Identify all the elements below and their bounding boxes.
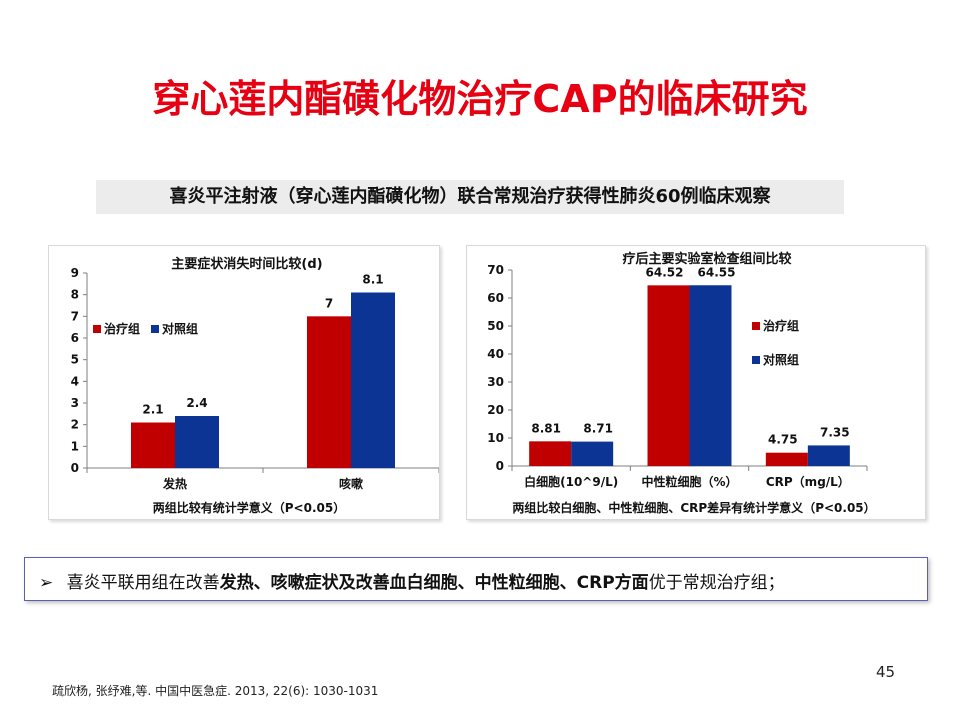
conclusion-box: ➢ 喜炎平联用组在改善发热、咳嗽症状及改善血白细胞、中性粒细胞、CRP方面优于常…: [24, 557, 928, 601]
data-label: 2.4: [186, 396, 207, 410]
bullet-arrow-icon: ➢: [39, 573, 54, 593]
legend-label: 治疗组: [104, 321, 140, 336]
y-tick-label: 10: [487, 431, 504, 445]
conclusion-suffix: 优于常规治疗组；: [648, 573, 785, 593]
y-tick-label: 7: [71, 309, 79, 323]
y-tick-label: 0: [71, 461, 79, 475]
bar-control: [175, 416, 219, 468]
legend-label: 对照组: [763, 352, 799, 367]
conclusion-prefix: 喜炎平联用组在改善: [66, 573, 220, 593]
chart-title: 主要症状消失时间比较(d): [171, 256, 322, 272]
legend-swatch: [151, 325, 159, 333]
y-tick-label: 1: [71, 439, 79, 453]
y-tick-label: 60: [487, 291, 504, 305]
symptom-chart: 主要症状消失时间比较(d) 0 1 2 3 4 5 6 7 8 9 2.1 2.4 发热 7 8.1 咳嗽两组比…: [71, 256, 440, 515]
bar-control: [689, 285, 732, 466]
chart-title: 疗后主要实验室检查组间比较: [622, 251, 791, 267]
y-tick-label: 3: [71, 396, 79, 410]
lab-chart: 疗后主要实验室检查组间比较 0 10 20 30 40 50 60 70 8.81 8.71 白细胞(…: [487, 251, 875, 515]
page-number: 45: [876, 663, 896, 681]
y-tick-label: 30: [487, 375, 504, 389]
y-tick-label: 40: [487, 347, 504, 361]
data-label: 64.52: [646, 265, 684, 279]
conclusion-bold: 发热、咳嗽症状及改善血白细胞、中性粒细胞、CRP方面: [219, 573, 649, 593]
bar-treatment: [307, 316, 351, 468]
x-axis-label: 两组比较白细胞、中性粒细胞、CRP差异有统计学意义（P<0.05）: [512, 500, 875, 515]
y-tick-label: 4: [71, 374, 79, 388]
y-tick-label: 5: [71, 353, 79, 367]
lab-chart-panel: 疗后主要实验室检查组间比较 0 10 20 30 40 50 60 70 8.81 8.71 白细胞(…: [466, 245, 926, 520]
x-tick-label: 白细胞(10^9/L): [524, 474, 618, 489]
bar-treatment: [765, 452, 808, 466]
y-tick-label: 0: [496, 459, 504, 473]
data-label: 7.35: [820, 425, 850, 439]
data-label: 64.55: [698, 265, 736, 279]
y-tick-label: 70: [487, 263, 504, 277]
data-label: 4.75: [768, 433, 798, 447]
data-label: 7: [325, 296, 333, 310]
legend-swatch: [93, 325, 101, 333]
bar-treatment: [647, 285, 690, 466]
bar-treatment: [529, 441, 572, 466]
x-tick-label: 中性粒细胞（%）: [641, 474, 737, 489]
legend-label: 对照组: [162, 321, 198, 336]
y-tick-label: 50: [487, 319, 504, 333]
y-tick-label: 20: [487, 403, 504, 417]
legend-swatch: [752, 356, 760, 364]
symptom-chart-panel: 主要症状消失时间比较(d) 0 1 2 3 4 5 6 7 8 9 2.1 2.4 发热 7 8.1 咳嗽两组比…: [48, 245, 440, 520]
y-tick-label: 2: [71, 418, 79, 432]
data-label: 8.1: [362, 273, 383, 287]
legend-label: 治疗组: [763, 318, 799, 333]
bar-treatment: [131, 422, 175, 468]
bar-control: [807, 445, 850, 466]
y-tick-label: 6: [71, 331, 79, 345]
bar-control: [351, 292, 395, 468]
data-label: 2.1: [142, 403, 163, 417]
conclusion-text: ➢ 喜炎平联用组在改善发热、咳嗽症状及改善血白细胞、中性粒细胞、CRP方面优于常…: [39, 568, 785, 593]
citation: 疏欣杨, 张纾难,等. 中国中医急症. 2013, 22(6): 1030-10…: [52, 684, 379, 698]
x-tick-label: CRP（mg/L）: [766, 474, 850, 489]
data-label: 8.71: [583, 422, 613, 436]
slide-title: 穿心莲内酯磺化物治疗CAP的临床研究: [152, 77, 808, 121]
data-label: 8.81: [531, 421, 561, 435]
bar-control: [571, 441, 614, 466]
x-tick-label: 咳嗽: [339, 476, 363, 491]
y-tick-label: 9: [71, 266, 79, 280]
legend-swatch: [752, 322, 760, 330]
y-tick-label: 8: [71, 288, 79, 302]
study-subtitle: 喜炎平注射液（穿心莲内酯磺化物）联合常规治疗获得性肺炎60例临床观察: [96, 180, 844, 214]
x-axis-label: 两组比较有统计学意义（P<0.05）: [153, 500, 345, 515]
x-tick-label: 发热: [162, 476, 187, 491]
